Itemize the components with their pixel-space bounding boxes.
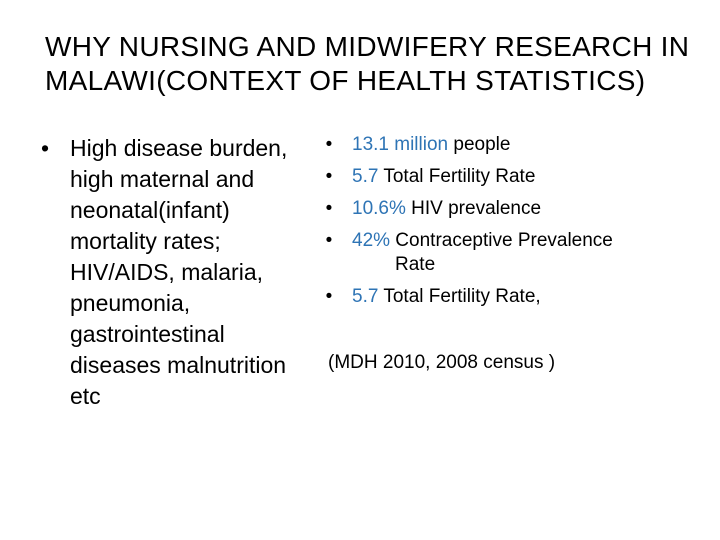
bullet-icon: • [325, 230, 333, 251]
bullet-icon: • [325, 166, 333, 187]
stat-label: HIV prevalence [405, 198, 542, 219]
left-line-1: High disease burden, [70, 135, 288, 161]
stat-item-population: • 13.1 million people [322, 133, 702, 157]
left-line-3: neonatal(infant) [70, 197, 230, 223]
stat-value: 42% [352, 230, 391, 251]
stat-item-contraceptive: • 42% Contraceptive Prevalence Rate [322, 229, 702, 277]
slide-title: WHY NURSING AND MIDWIFERY RESEARCH IN MA… [45, 30, 690, 98]
stat-value: 13.1 million [352, 134, 449, 155]
bullet-icon: • [40, 135, 50, 161]
title-line-1: WHY NURSING AND MIDWIFERY RESEARCH IN [45, 31, 690, 62]
left-line-9: etc [70, 383, 101, 409]
left-line-6: pneumonia, [70, 290, 191, 316]
source-citation: (MDH 2010, 2008 census ) [328, 352, 556, 373]
left-line-5: HIV/AIDS, malaria, [70, 259, 263, 285]
left-bullet-item: • High disease burden, high maternal and… [35, 133, 320, 412]
bullet-icon: • [325, 286, 333, 307]
title-line-2: MALAWI(CONTEXT OF HEALTH STATISTICS) [45, 65, 646, 96]
stat-label: people [448, 134, 511, 155]
stat-value: 10.6% [352, 198, 406, 219]
right-column: • 13.1 million people • 5.7 Total Fertil… [322, 133, 702, 375]
stat-label-continuation: Rate [395, 254, 436, 275]
bullet-icon: • [325, 198, 333, 219]
left-line-7: gastrointestinal [70, 321, 225, 347]
stat-item-hiv: • 10.6% HIV prevalence [322, 197, 702, 221]
stat-value: 5.7 [352, 166, 379, 187]
bullet-icon: • [325, 134, 333, 155]
stat-item-fertility-repeat: • 5.7 Total Fertility Rate, [322, 285, 702, 309]
stat-label: Total Fertility Rate [378, 166, 536, 187]
stat-item-fertility: • 5.7 Total Fertility Rate [322, 165, 702, 189]
stat-value: 5.7 [352, 286, 379, 307]
left-column: • High disease burden, high maternal and… [35, 133, 320, 412]
left-line-8: diseases malnutrition [70, 352, 287, 378]
stat-label: Contraceptive Prevalence [390, 230, 613, 251]
stat-label: Total Fertility Rate, [378, 286, 541, 307]
left-line-2: high maternal and [70, 166, 255, 192]
left-line-4: mortality rates; [70, 228, 221, 254]
